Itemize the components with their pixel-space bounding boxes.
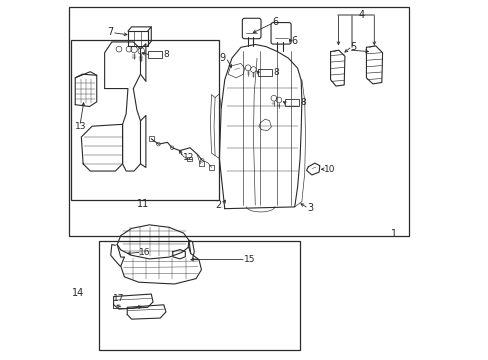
Text: 8: 8 [300, 98, 305, 107]
Text: 7: 7 [107, 27, 113, 37]
Text: 6: 6 [291, 36, 297, 46]
Bar [70, 40, 219, 200]
Circle shape [170, 146, 174, 149]
Text: 15: 15 [244, 255, 255, 264]
Text: 16: 16 [139, 248, 151, 257]
Text: 17: 17 [113, 294, 124, 303]
Text: 5: 5 [350, 42, 356, 52]
Text: 13: 13 [75, 122, 86, 131]
Text: 6: 6 [272, 17, 278, 27]
Bar [284, 99, 298, 106]
Bar [69, 7, 408, 235]
Text: 3: 3 [306, 203, 313, 213]
Bar [186, 157, 191, 161]
Bar [148, 51, 162, 58]
Text: 12: 12 [182, 153, 193, 162]
Bar [198, 161, 203, 166]
Bar [209, 165, 214, 170]
Circle shape [156, 142, 160, 146]
Circle shape [200, 158, 203, 162]
Bar [99, 241, 300, 350]
Bar [258, 69, 272, 76]
Bar [149, 136, 154, 141]
Text: 1: 1 [390, 229, 396, 239]
Text: 9: 9 [219, 53, 225, 63]
Text: 10: 10 [324, 166, 335, 175]
Text: 4: 4 [358, 10, 364, 20]
Text: 8: 8 [273, 68, 279, 77]
Text: 11: 11 [137, 199, 149, 210]
Text: 8: 8 [163, 50, 169, 59]
Text: 14: 14 [72, 288, 84, 298]
Text: 2: 2 [215, 200, 221, 210]
